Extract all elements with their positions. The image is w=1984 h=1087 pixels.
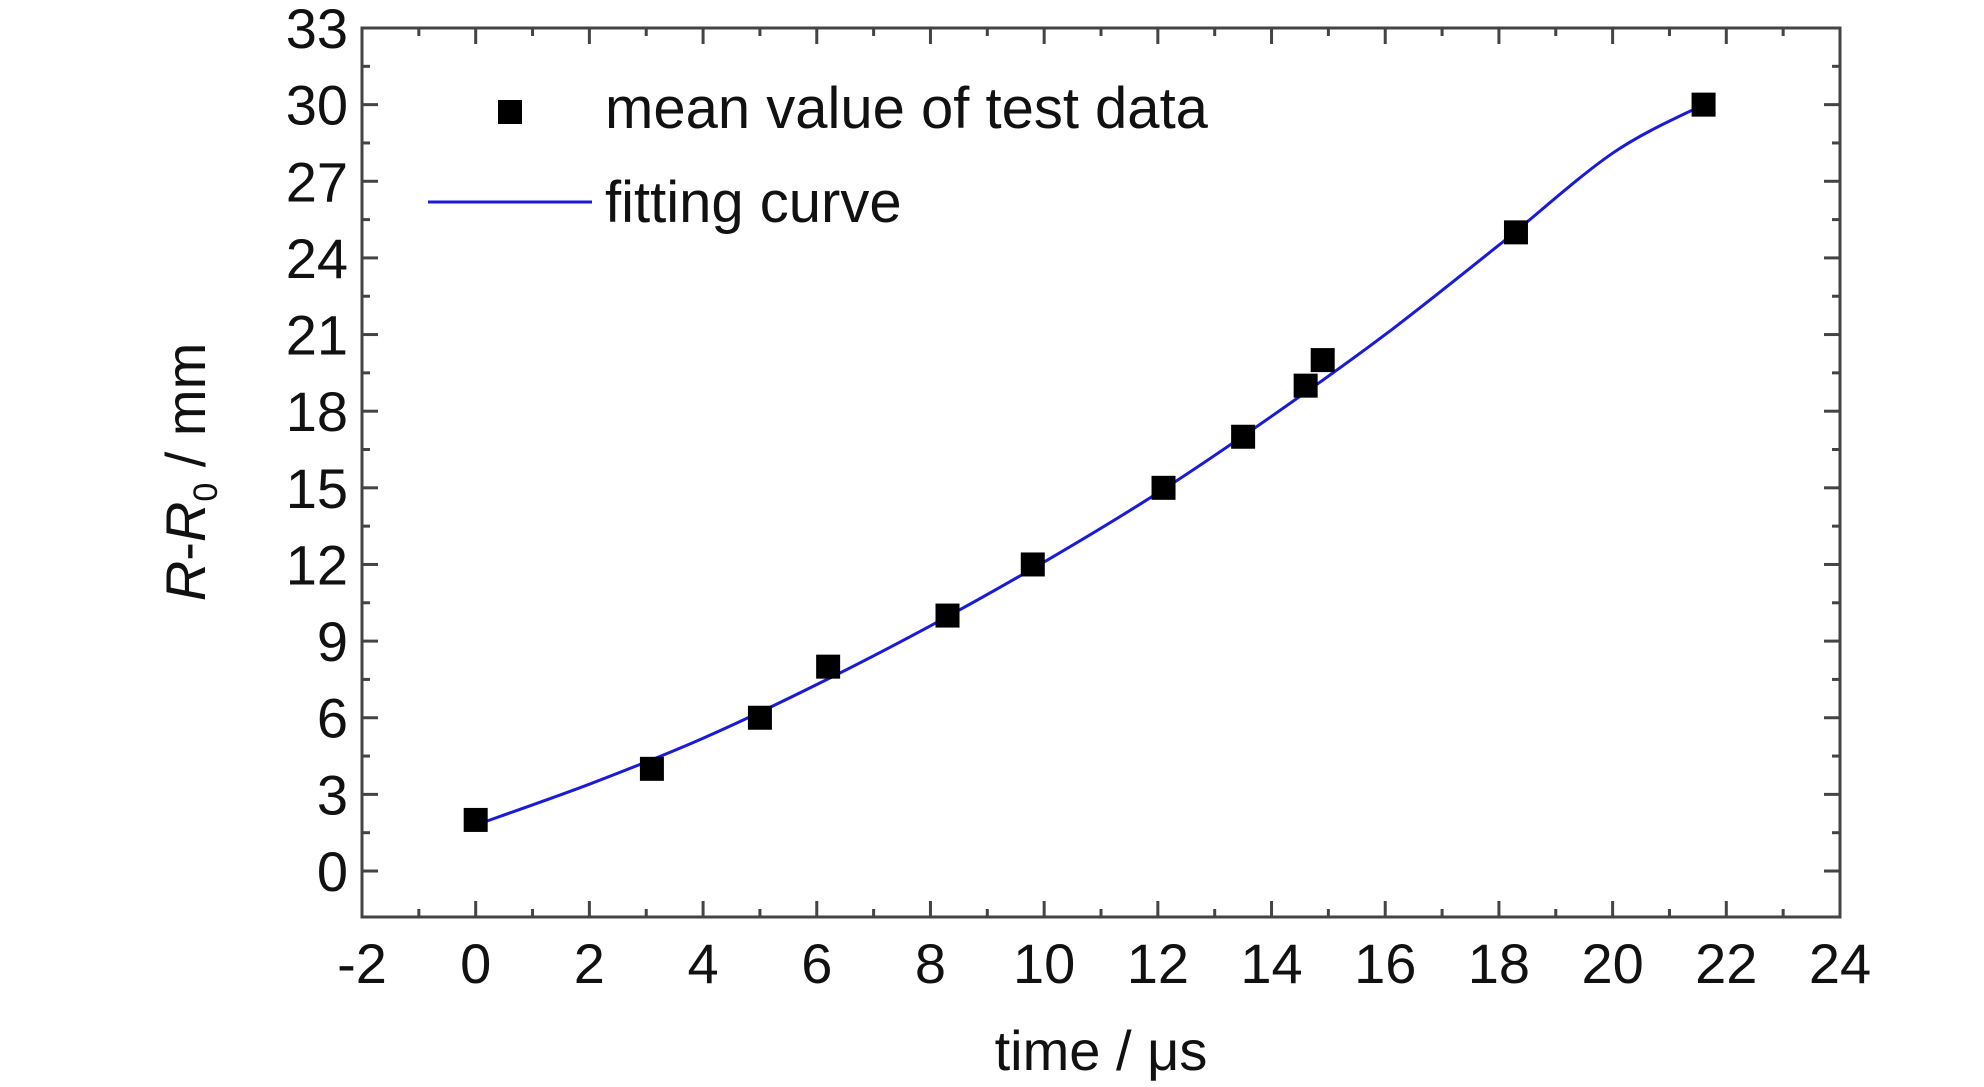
x-tick-label: 14 (1240, 932, 1302, 995)
x-tick-label: 20 (1581, 932, 1643, 995)
y-tick-label: 33 (286, 0, 348, 60)
data-point (1293, 373, 1318, 398)
data-point (1310, 348, 1335, 373)
legend-label-fitting-curve: fitting curve (605, 170, 902, 235)
x-tick-label: 2 (574, 932, 605, 995)
x-tick-label: 8 (915, 932, 946, 995)
x-tick-label: 12 (1127, 932, 1189, 995)
tick-marks (360, 26, 1842, 917)
plot-frame (360, 26, 1842, 919)
y-tick-label: 24 (286, 227, 348, 290)
y-tick-label: 27 (286, 150, 348, 213)
data-point (1503, 220, 1528, 245)
y-tick-label: 9 (317, 610, 348, 673)
y-tick-label: 18 (286, 380, 348, 443)
y-axis-title: R-R0 / mm (154, 343, 225, 601)
data-point (1691, 92, 1716, 117)
x-tick-label: 6 (801, 932, 832, 995)
x-tick-label: -2 (337, 932, 387, 995)
y-tick-label: 3 (317, 763, 348, 826)
data-point (1020, 552, 1045, 577)
x-tick-label: 24 (1809, 932, 1871, 995)
y-axis-title-dash: - (154, 542, 217, 561)
y-tick-label: 12 (286, 533, 348, 596)
y-tick-label: 6 (317, 687, 348, 750)
y-tick-label: 21 (286, 304, 348, 367)
y-tick-label: 0 (317, 840, 348, 903)
y-tick-label: 15 (286, 457, 348, 520)
data-point (816, 654, 841, 679)
x-tick-label: 0 (460, 932, 491, 995)
legend-label-test-data: mean value of test data (605, 76, 1209, 141)
x-tick-label: 22 (1695, 932, 1757, 995)
legend-marker-test-data (498, 100, 522, 124)
data-point (463, 807, 488, 832)
data-markers (463, 92, 1716, 832)
legend: mean value of test data fitting curve (428, 76, 1209, 235)
x-tick-label: 10 (1013, 932, 1075, 995)
data-point (1231, 424, 1256, 449)
x-axis-title: time / μs (995, 1019, 1208, 1082)
x-tick-label: 4 (687, 932, 718, 995)
x-tick-label: 18 (1468, 932, 1530, 995)
y-axis-title-subscript: 0 (187, 483, 225, 502)
y-tick-labels: 0 3 6 9 12 15 18 21 24 27 30 33 (286, 0, 348, 903)
data-point (935, 603, 960, 628)
x-tick-label: 16 (1354, 932, 1416, 995)
data-point (1151, 475, 1176, 500)
y-axis-title-unit: / mm (154, 343, 217, 483)
data-point (639, 756, 664, 781)
data-point (747, 705, 772, 730)
y-axis-title-r: R (154, 561, 217, 601)
y-tick-label: 30 (286, 74, 348, 137)
x-tick-labels: -2 0 2 4 6 8 10 12 14 16 18 20 22 24 (337, 932, 1871, 995)
y-axis-title-r0: R (154, 502, 217, 542)
